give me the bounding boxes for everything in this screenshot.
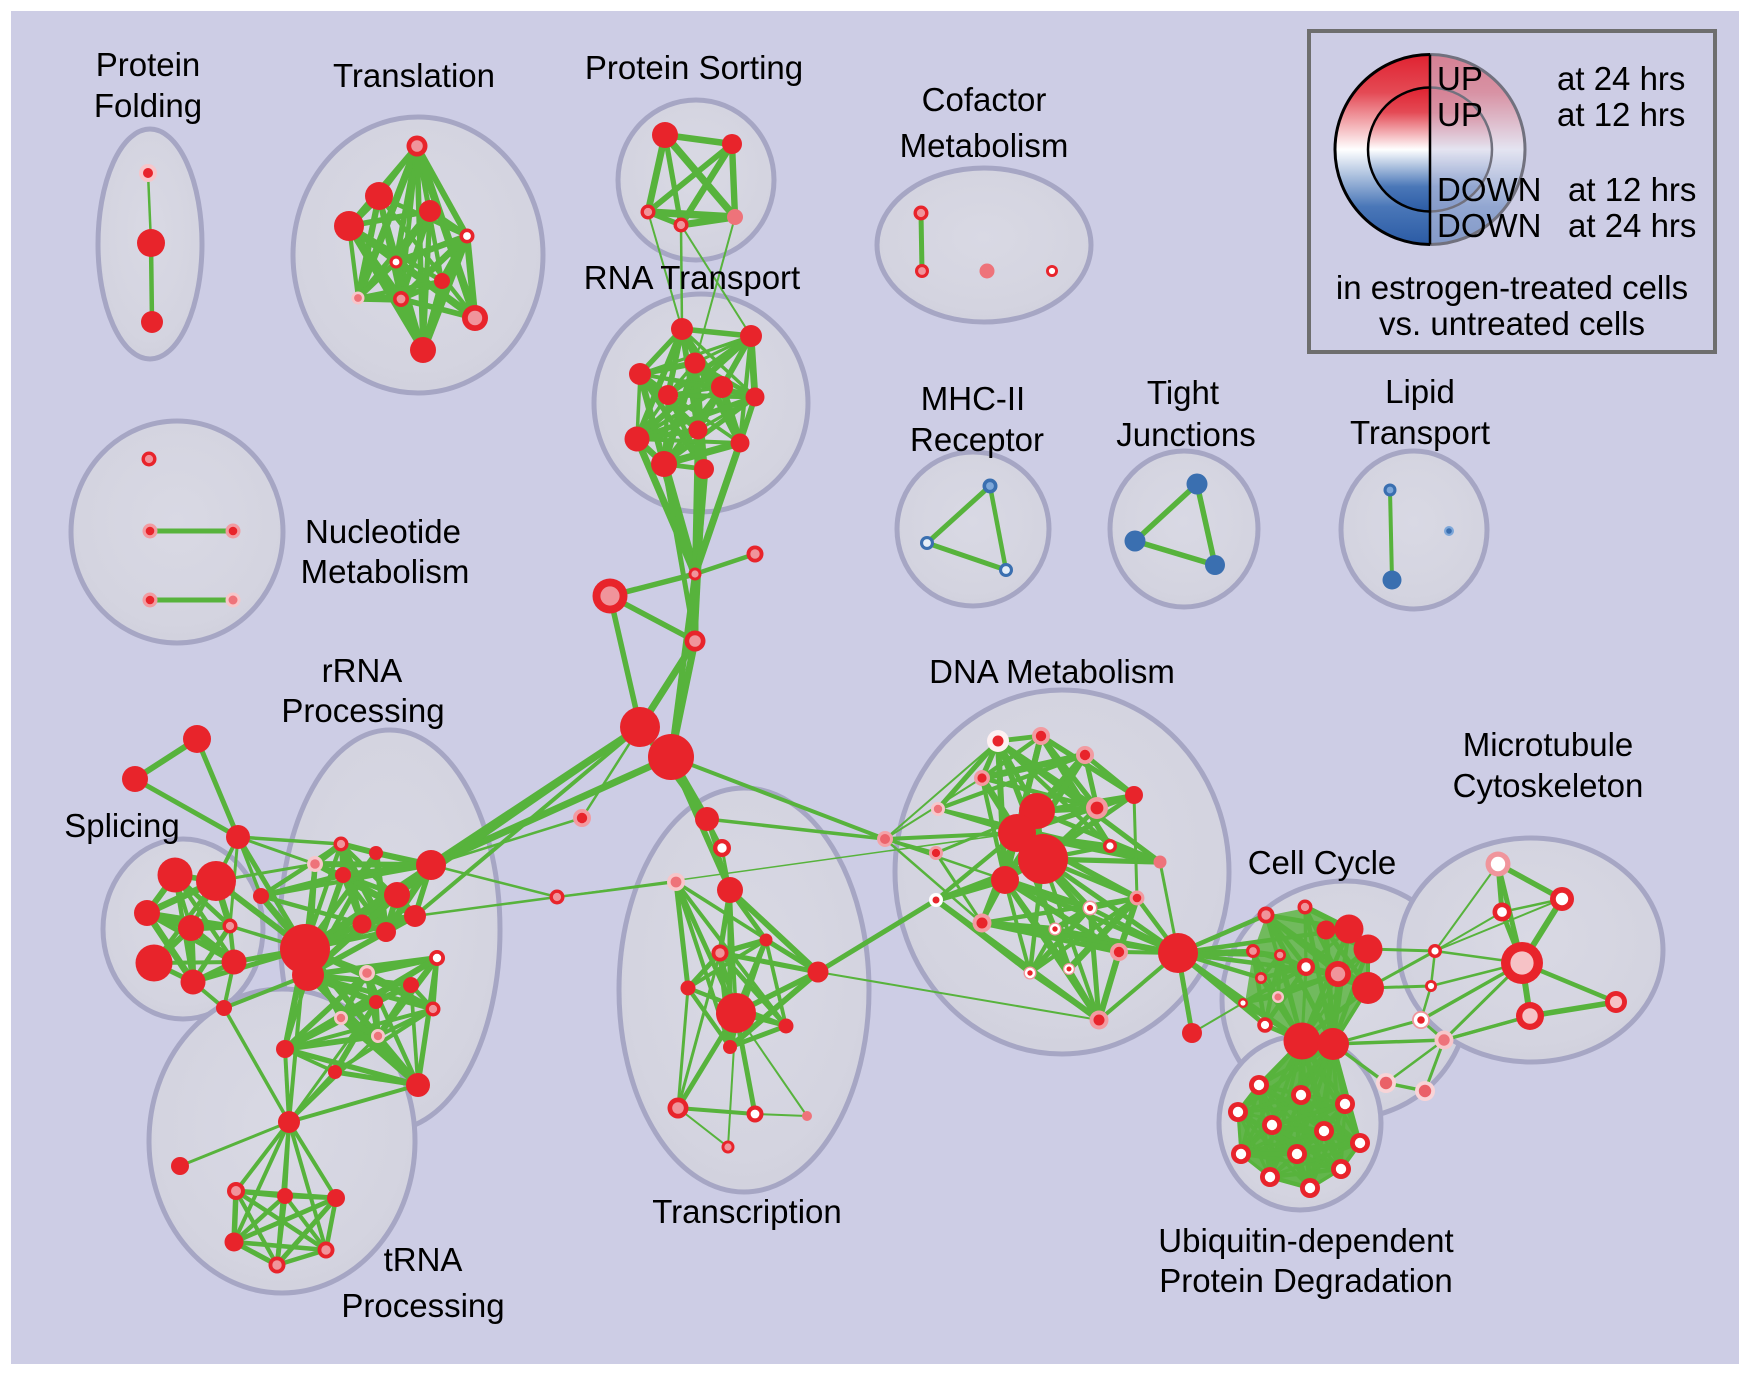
svg-text:UP: UP	[1437, 96, 1483, 133]
svg-text:Folding: Folding	[94, 87, 202, 124]
svg-text:Splicing: Splicing	[64, 807, 180, 844]
svg-text:Lipid: Lipid	[1385, 373, 1455, 410]
svg-text:vs. untreated cells: vs. untreated cells	[1379, 305, 1645, 342]
svg-text:in estrogen-treated cells: in estrogen-treated cells	[1336, 269, 1688, 306]
svg-text:rRNA: rRNA	[322, 652, 403, 689]
svg-text:at 12 hrs: at 12 hrs	[1557, 96, 1685, 133]
svg-text:Processing: Processing	[281, 692, 444, 729]
svg-text:DOWN: DOWN	[1437, 207, 1541, 244]
svg-text:Cytoskeleton: Cytoskeleton	[1453, 767, 1644, 804]
svg-text:at 24 hrs: at 24 hrs	[1568, 207, 1696, 244]
svg-text:Metabolism: Metabolism	[900, 127, 1069, 164]
svg-text:Transport: Transport	[1350, 414, 1490, 451]
svg-text:Processing: Processing	[341, 1287, 504, 1324]
svg-text:DOWN: DOWN	[1437, 171, 1541, 208]
svg-text:Nucleotide: Nucleotide	[305, 513, 461, 550]
svg-text:MHC-II: MHC-II	[921, 380, 1025, 417]
svg-text:Cell Cycle: Cell Cycle	[1248, 844, 1397, 881]
svg-text:DNA Metabolism: DNA Metabolism	[929, 653, 1175, 690]
svg-text:Transcription: Transcription	[652, 1193, 842, 1230]
svg-text:at 12 hrs: at 12 hrs	[1568, 171, 1696, 208]
svg-text:Tight: Tight	[1147, 374, 1219, 411]
svg-text:Junctions: Junctions	[1116, 416, 1255, 453]
svg-text:at 24 hrs: at 24 hrs	[1557, 60, 1685, 97]
svg-text:UP: UP	[1437, 60, 1483, 97]
svg-text:tRNA: tRNA	[384, 1241, 463, 1278]
svg-text:Microtubule: Microtubule	[1463, 726, 1634, 763]
svg-text:Cofactor: Cofactor	[922, 81, 1047, 118]
svg-text:Receptor: Receptor	[910, 421, 1044, 458]
svg-text:Translation: Translation	[333, 57, 495, 94]
svg-text:Ubiquitin-dependent: Ubiquitin-dependent	[1158, 1222, 1453, 1259]
svg-text:Protein Degradation: Protein Degradation	[1159, 1262, 1453, 1299]
svg-text:RNA Transport: RNA Transport	[584, 259, 800, 296]
svg-text:Metabolism: Metabolism	[301, 553, 470, 590]
svg-text:Protein Sorting: Protein Sorting	[585, 49, 803, 86]
svg-text:Protein: Protein	[96, 46, 201, 83]
